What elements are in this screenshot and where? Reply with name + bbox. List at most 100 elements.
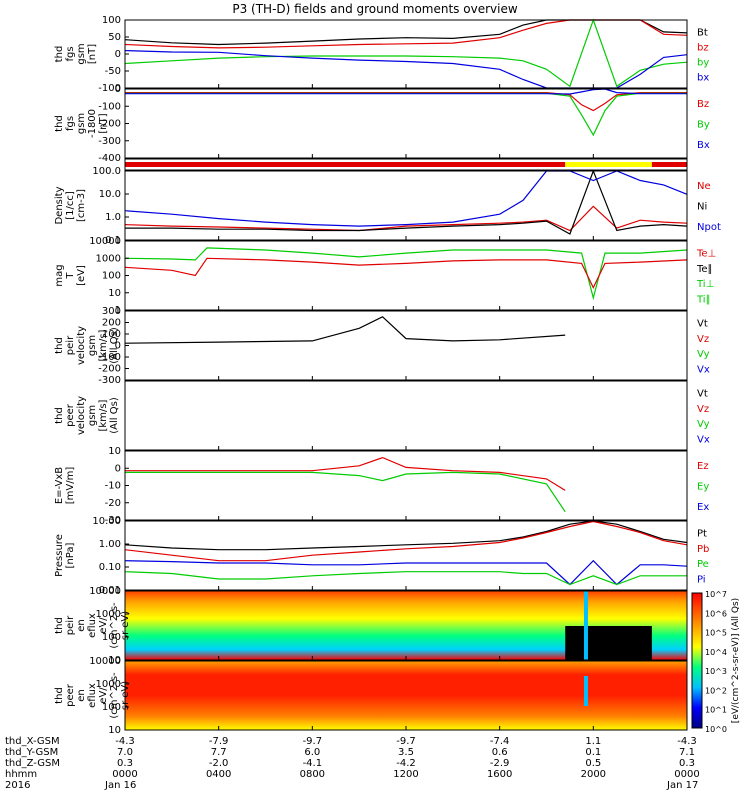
colorbar-tick: 10^2 [705, 686, 727, 695]
y-axis-label: thd [54, 687, 65, 704]
y-axis-label: peir [65, 335, 76, 355]
x-axis-value: 6.0 [304, 747, 320, 758]
x-axis-value: 0.6 [492, 747, 508, 758]
legend-entry: Pb [697, 544, 709, 555]
chart-title: P3 (TH-D) fields and ground moments over… [232, 2, 518, 16]
legend-entry: Ni [697, 202, 707, 213]
y-axis-label: sr-eV) [120, 681, 131, 710]
y-axis-label: en [76, 689, 87, 702]
y-axis-label: (cm^2-s- [109, 672, 120, 719]
series-line-by [124, 18, 688, 88]
y-tick-label: 50 [108, 32, 121, 43]
y-tick-label: 0.10 [99, 562, 121, 573]
legend-entry: Vx [697, 434, 710, 445]
series-line-bx [125, 88, 687, 95]
y-axis-label: velocity [76, 396, 87, 435]
x-axis-value: 0000 [674, 769, 699, 780]
x-axis-value: 1600 [487, 769, 512, 780]
series-line-pe [124, 571, 687, 586]
legend-entry: Vy [697, 419, 710, 430]
x-axis-value: 7.7 [211, 747, 227, 758]
legend-entry: Ti⊥ [696, 279, 714, 290]
colorbar-tick: 10^6 [705, 609, 727, 618]
y-axis-label: Pressure [54, 534, 65, 577]
y-tick-label: 1000 [96, 253, 121, 264]
x-axis-value: -4.2 [396, 758, 416, 769]
y-tick-label: 10 [108, 725, 121, 736]
x-axis-value: -4.3 [115, 736, 135, 747]
y-tick-label: 0 [115, 49, 121, 60]
y-tick-label: -10 [105, 481, 121, 492]
series-line-ni [125, 169, 688, 235]
x-axis-value: 7.0 [117, 747, 133, 758]
legend-entry: by [697, 58, 709, 69]
legend-entry: Pe [697, 559, 709, 570]
panel-bg [125, 381, 687, 450]
legend-entry: Te⊥ [696, 249, 716, 260]
y-axis-label: [nPa] [65, 542, 76, 568]
y-tick-label: 0.1 [105, 235, 121, 246]
y-axis-label: gsm [76, 43, 87, 64]
x-axis-value: 0800 [300, 769, 325, 780]
legend-entry: Te∥ [696, 264, 713, 275]
y-axis-label: eflux [87, 683, 98, 708]
y-axis-label: [eV] [76, 265, 87, 286]
x-axis-value: 0.5 [585, 758, 601, 769]
x-axis-value: 0.3 [679, 758, 695, 769]
y-axis-label: eV/ [98, 617, 109, 634]
series-line-ne [124, 205, 688, 232]
x-axis-row-label: thd_Z-GSM [5, 758, 60, 769]
y-tick-label: 10000 [89, 586, 121, 597]
y-tick-label: -20 [105, 498, 121, 509]
y-axis-label: mag [54, 264, 65, 286]
x-axis-row-label: 2016 [5, 780, 30, 791]
colorbar [691, 592, 703, 729]
y-tick-label: 1000 [96, 679, 121, 690]
y-axis-label: thd [54, 617, 65, 634]
y-axis-label: [1/cc] [65, 191, 76, 220]
y-tick-label: 1.00 [99, 539, 121, 550]
legend-entry: Vt [697, 319, 708, 330]
y-tick-label: 100 [102, 632, 121, 643]
mode-bar-frame [124, 158, 688, 171]
x-axis-value: 1.1 [585, 736, 601, 747]
y-axis-label: (All Qs) [109, 397, 120, 434]
colorbar-tick: 10^4 [705, 648, 727, 657]
x-axis-value: -9.7 [396, 736, 416, 747]
x-axis-value: 0.3 [117, 758, 133, 769]
x-axis-value: -2.0 [209, 758, 229, 769]
x-axis-value: 3.5 [398, 747, 414, 758]
x-axis-value: -9.7 [303, 736, 323, 747]
legend-entry: Npot [697, 222, 721, 233]
x-axis-value: -4.1 [303, 758, 323, 769]
y-tick-label: 10.0 [99, 189, 121, 200]
legend-entry: bx [697, 73, 709, 84]
y-tick-label: 10 [108, 655, 121, 666]
colorbar-tick: 10^3 [705, 667, 727, 676]
series-line-bx [124, 50, 688, 89]
colorbar-tick: 10^0 [705, 725, 727, 734]
colorbar-label: [eV/(cm^2-s-sr-eV)] (All Qs) [731, 598, 741, 723]
y-axis-label: peir [65, 615, 76, 635]
legend-entry: Vz [697, 404, 709, 415]
y-axis-label: thd [54, 46, 65, 63]
y-tick-label: -100 [98, 101, 121, 112]
panel-bg [125, 241, 687, 310]
y-tick-label: 200 [102, 318, 121, 329]
y-axis-label: fgs [65, 116, 76, 131]
series-line-ez [125, 456, 566, 491]
y-tick-label: 100 [102, 271, 121, 282]
y-tick-label: 0 [115, 84, 121, 95]
y-tick-label: 1.0 [105, 212, 121, 223]
legend-entry: Bz [697, 99, 709, 110]
y-axis-label: [km/s] [98, 329, 109, 361]
x-axis-value: 0.1 [585, 747, 601, 758]
series-line-pb [124, 520, 688, 562]
x-axis-row-label: thd_Y-GSM [5, 747, 58, 758]
series-line-ey [125, 471, 566, 513]
y-axis-label: T [65, 272, 76, 280]
y-axis-label: gsm [87, 335, 98, 356]
y-axis-label: Density [54, 186, 65, 224]
series-line-npot [124, 170, 688, 227]
y-tick-label: -200 [98, 364, 121, 375]
